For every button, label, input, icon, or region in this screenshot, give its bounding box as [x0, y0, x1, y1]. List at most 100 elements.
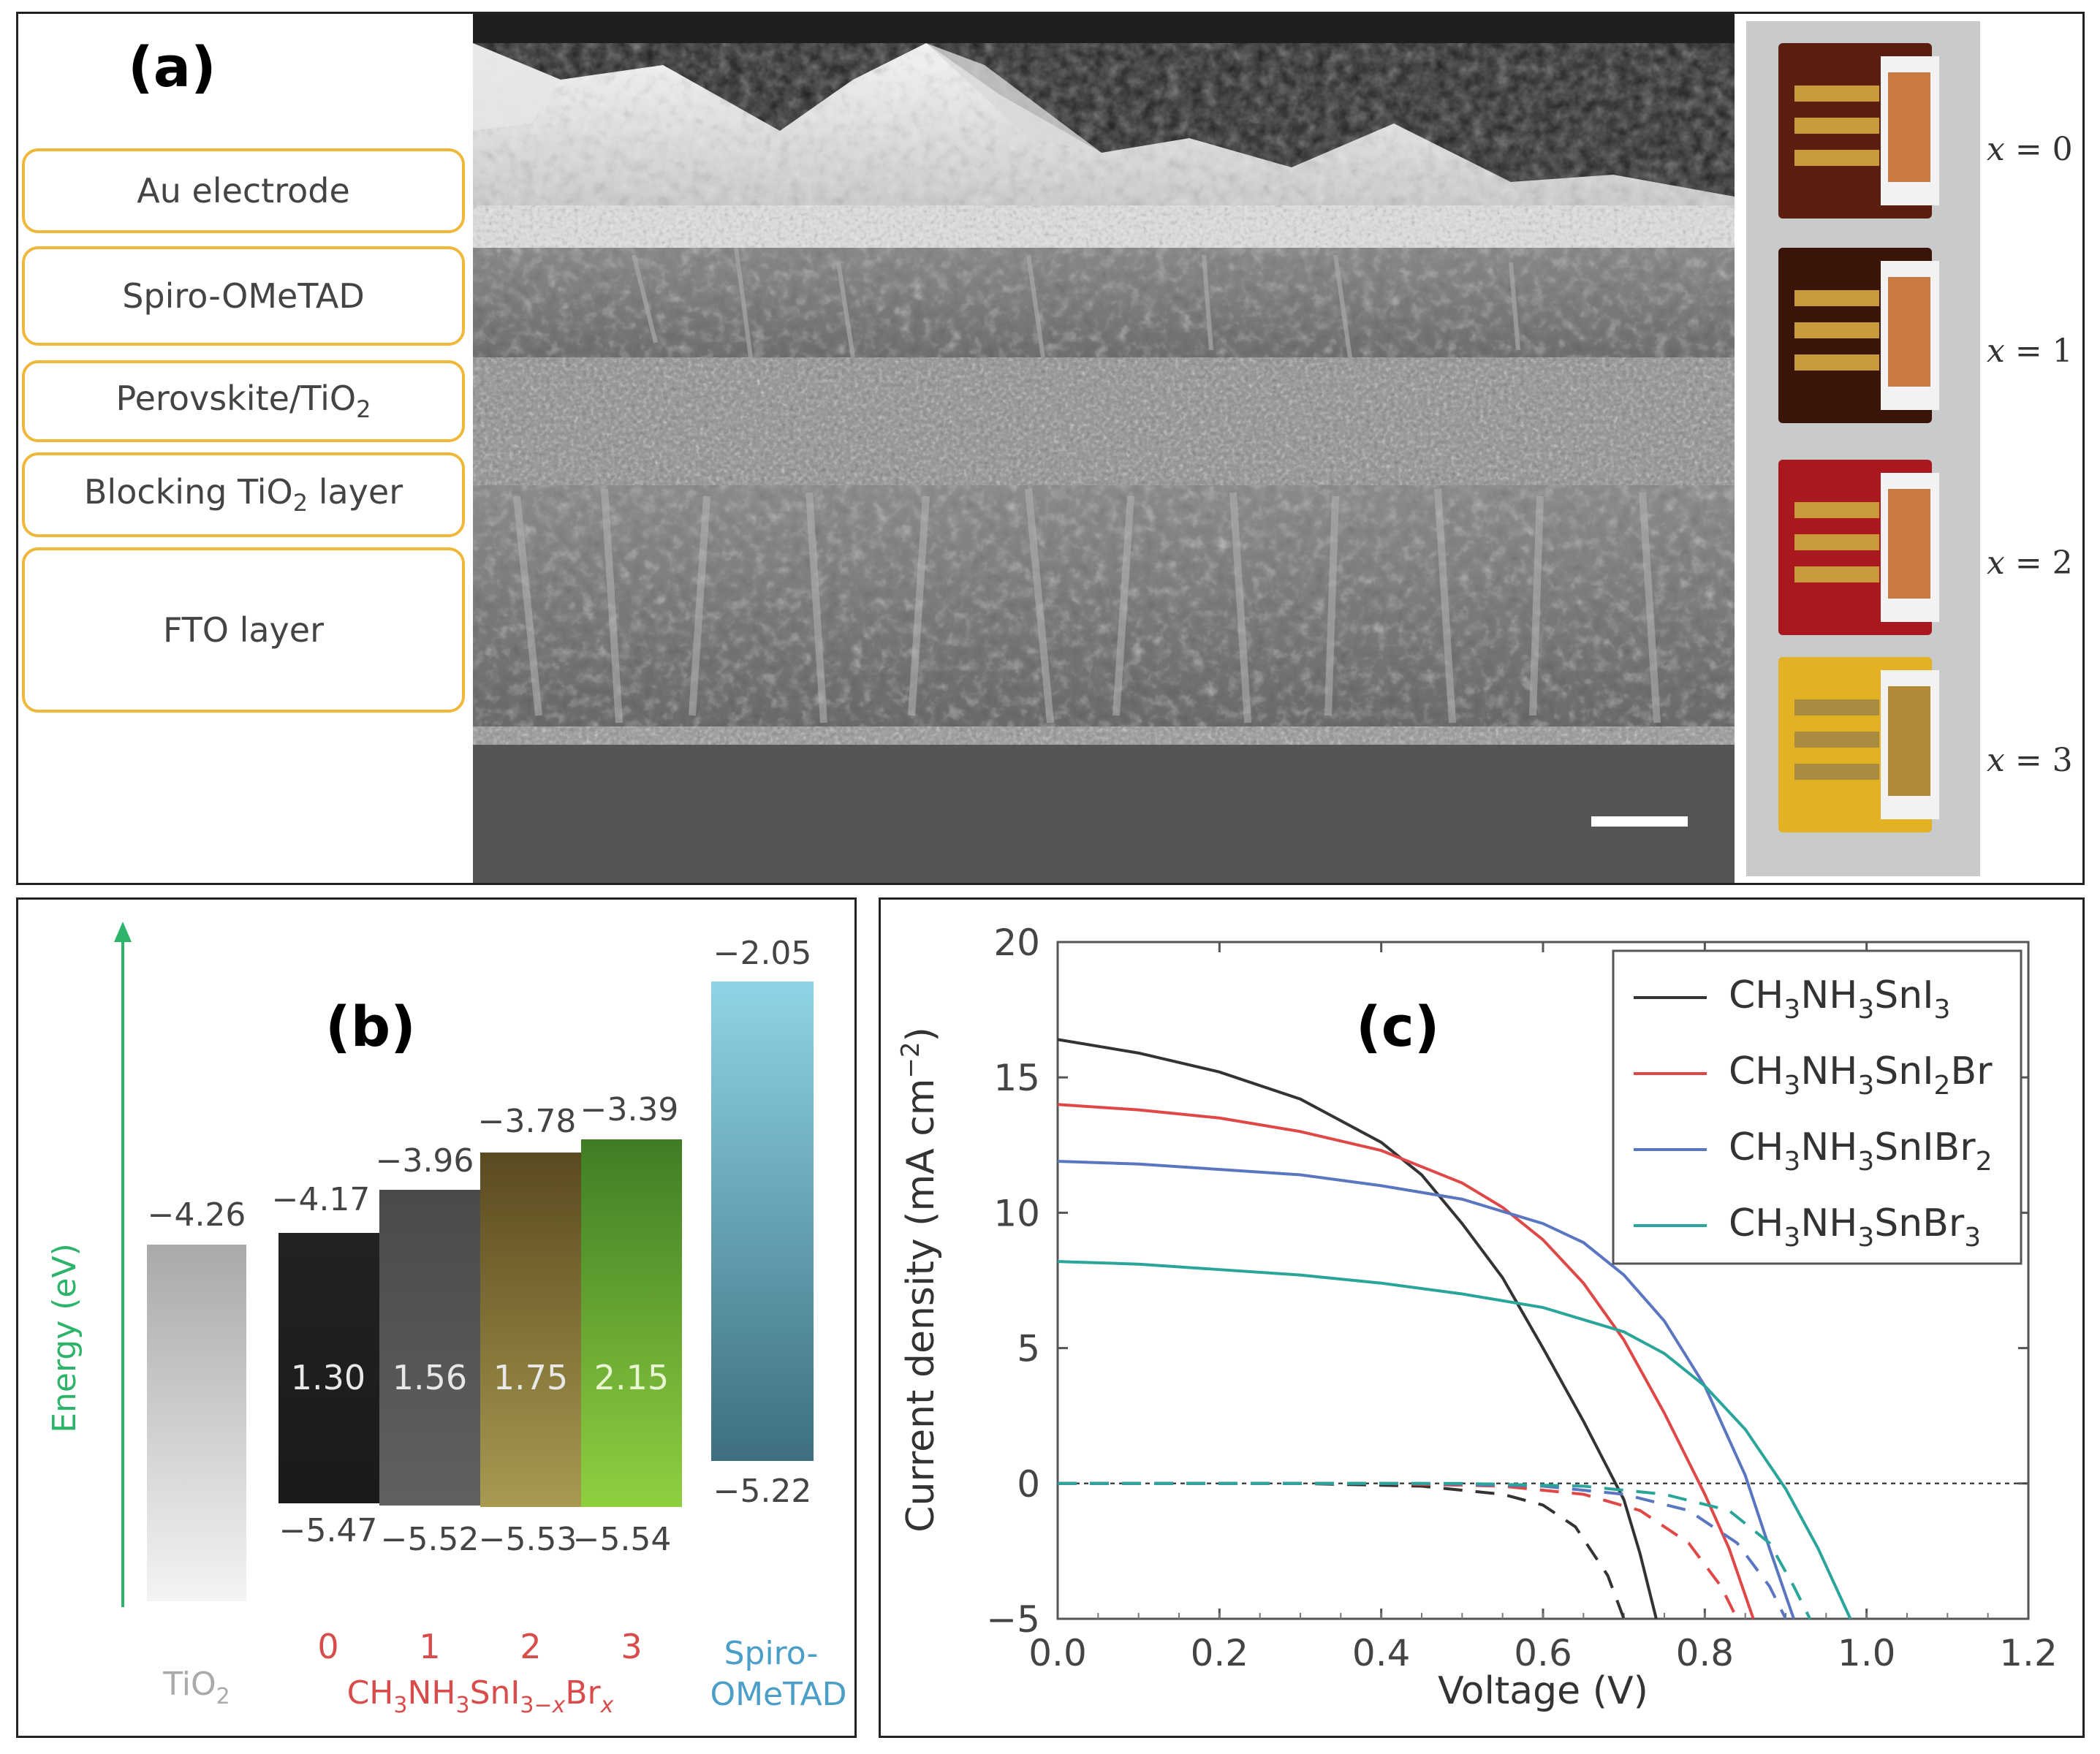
jv-curve-1 — [1057, 1103, 1755, 1620]
x-tick-label-6: 1.2 — [1999, 1632, 2058, 1674]
scale-bar — [1591, 816, 1688, 827]
dark-curve-3 — [1058, 1481, 1811, 1620]
bar-2-rect — [480, 1153, 581, 1507]
layer-au-label: Au electrode — [137, 171, 350, 210]
photo-label-x2: x = 2 — [1987, 544, 2073, 582]
x-tick-label-5: 1.0 — [1838, 1632, 1896, 1674]
panel-a-letter: (a) — [128, 34, 216, 99]
layer-fto: FTO layer — [22, 547, 465, 713]
x-tick-label-0: 0.0 — [1028, 1632, 1087, 1674]
bar-2-gap: 1.75 — [493, 1358, 568, 1397]
layer-spiro-label: Spiro-OMeTAD — [122, 276, 365, 316]
y-tick-label-0: −5 — [986, 1598, 1040, 1641]
spiro-bar — [711, 982, 814, 1461]
tio2-value: −4.26 — [148, 1196, 246, 1234]
x-tick-label-4: 0.8 — [1676, 1632, 1735, 1674]
layer-fto-label: FTO layer — [163, 610, 324, 650]
photo-label-x1: x = 1 — [1987, 333, 2073, 370]
x-tick-labels: 0.0 0.2 0.4 0.6 0.8 1.0 1.2 — [1028, 1632, 2058, 1674]
photo-label-x0: x = 0 — [1987, 131, 2073, 168]
x-tick-label-1: 0.2 — [1191, 1632, 1249, 1674]
bar-3-gap: 2.15 — [594, 1358, 669, 1397]
device-photo-3-electrode-0 — [1794, 699, 1879, 715]
bar-0-gap: 1.30 — [291, 1358, 365, 1397]
jv-curve-3 — [1057, 1260, 1852, 1620]
device-photo-0-electrode-0 — [1794, 86, 1879, 102]
y-tick-labels: −5 0 5 10 15 20 — [986, 922, 1040, 1641]
jv-curves — [1057, 1038, 1852, 1620]
perovskite-formula: CH3NH3SnI3−xBrx — [347, 1674, 614, 1718]
device-photo-0 — [1778, 43, 1939, 219]
tio2-label: TiO2 — [162, 1666, 230, 1709]
device-photo-1-electrode-0 — [1794, 290, 1879, 306]
tio2-bar — [147, 1245, 246, 1601]
y-tick-label-2: 5 — [1017, 1328, 1040, 1370]
y-tick-label-1: 0 — [1017, 1463, 1040, 1506]
device-photo-2-electrode-2 — [1794, 566, 1879, 582]
layer-blocking-tio2: Blocking TiO2 layer — [22, 452, 465, 537]
jv-chart: 0.0 0.2 0.4 0.6 0.8 1.0 1.2 −5 0 5 10 15 20 Voltage… — [896, 922, 2058, 1713]
layer-perovskite-tio2: Perovskite/TiO2 — [22, 360, 465, 442]
legend-entry-1: CH3NH3SnI2Br — [1729, 1049, 1993, 1101]
spiro-label-line1: Spiro- — [724, 1635, 819, 1672]
bar-1: −3.96 1.56 −5.52 1 — [376, 1142, 480, 1666]
bar-1-rect — [379, 1190, 480, 1506]
layer-perovskite-label: Perovskite/TiO2 — [115, 379, 371, 424]
device-photo-0-electrode-1 — [1794, 118, 1879, 134]
device-photo-3-electrode-2 — [1794, 764, 1879, 780]
device-photo-1 — [1778, 248, 1939, 423]
bar-0-rect — [278, 1233, 379, 1503]
bar-0-bottom-value: −5.47 — [279, 1512, 378, 1549]
panel-c: 0.0 0.2 0.4 0.6 0.8 1.0 1.2 −5 0 5 10 15 20 Voltage… — [879, 897, 2085, 1738]
y-tick-label-4: 15 — [993, 1057, 1040, 1099]
panel-a: (a) Au electrode Spiro-OMeTAD Perovskite… — [16, 12, 2085, 885]
legend-entry-2: CH3NH3SnIBr2 — [1729, 1125, 1993, 1177]
layer-au-electrode: Au electrode — [22, 148, 465, 233]
bar-0-index: 0 — [317, 1627, 338, 1666]
bar-1-bottom-value: −5.52 — [381, 1521, 479, 1558]
device-photo-3-electrode-1 — [1794, 732, 1879, 748]
legend-entry-0: CH3NH3SnI3 — [1729, 973, 1950, 1025]
legend-entry-3: CH3NH3SnBr3 — [1729, 1201, 1981, 1253]
bar-2: −3.78 1.75 −5.53 2 — [478, 1103, 581, 1666]
bar-2-index: 2 — [520, 1627, 541, 1666]
energy-level-diagram: Energy (eV) (b) −4.26 TiO2 −4.17 1.30 −5… — [46, 922, 847, 1718]
y-tick-label-3: 10 — [993, 1192, 1040, 1234]
bar-3-top-value: −3.39 — [580, 1091, 679, 1128]
device-photo-2-contact — [1888, 489, 1930, 599]
bar-1-gap: 1.56 — [393, 1358, 467, 1397]
spiro-top-value: −2.05 — [713, 935, 812, 972]
x-tick-label-2: 0.4 — [1352, 1632, 1411, 1674]
jv-curve-2 — [1057, 1160, 1795, 1620]
layer-spiro-ometad: Spiro-OMeTAD — [22, 246, 465, 346]
device-photo-2-electrode-1 — [1794, 534, 1879, 550]
device-photo-1-electrode-2 — [1794, 354, 1879, 371]
device-photo-3-contact — [1888, 686, 1930, 796]
dark-curve-2 — [1058, 1481, 1787, 1620]
bar-3: −3.39 2.15 −5.54 3 — [573, 1091, 682, 1666]
bar-1-index: 1 — [419, 1627, 440, 1666]
spiro-label-line2: OMeTAD — [710, 1676, 846, 1713]
panel-c-letter: (c) — [1356, 994, 1440, 1059]
sem-cross-section-image — [473, 14, 1735, 883]
energy-axis-label: Energy (eV) — [46, 1243, 83, 1433]
bar-3-rect — [581, 1139, 682, 1507]
device-photo-1-electrode-1 — [1794, 322, 1879, 338]
y-axis-label: Current density (mA cm−2) — [896, 1027, 943, 1533]
bar-0-top-value: −4.17 — [272, 1181, 371, 1218]
sem-image-svg — [473, 14, 1735, 883]
dark-curve-0 — [1058, 1481, 1626, 1620]
jv-curve-0 — [1057, 1038, 1658, 1620]
bar-3-index: 3 — [621, 1627, 642, 1666]
spiro-bottom-value: −5.22 — [713, 1473, 812, 1510]
dark-curve-1 — [1058, 1481, 1739, 1620]
device-photo-1-contact — [1888, 277, 1930, 387]
legend-box — [1612, 949, 2023, 1265]
bar-1-top-value: −3.96 — [376, 1142, 474, 1180]
layer-blocking-label: Blocking TiO2 layer — [83, 472, 403, 517]
device-photo-2-electrode-0 — [1794, 502, 1879, 518]
axis-ticks — [1056, 941, 2030, 1620]
photo-label-x3: x = 3 — [1987, 742, 2073, 779]
x-axis-label: Voltage (V) — [1438, 1669, 1648, 1713]
device-photo-column: x = 0 x = 1 x = 2 x = 3 — [1735, 14, 2082, 883]
